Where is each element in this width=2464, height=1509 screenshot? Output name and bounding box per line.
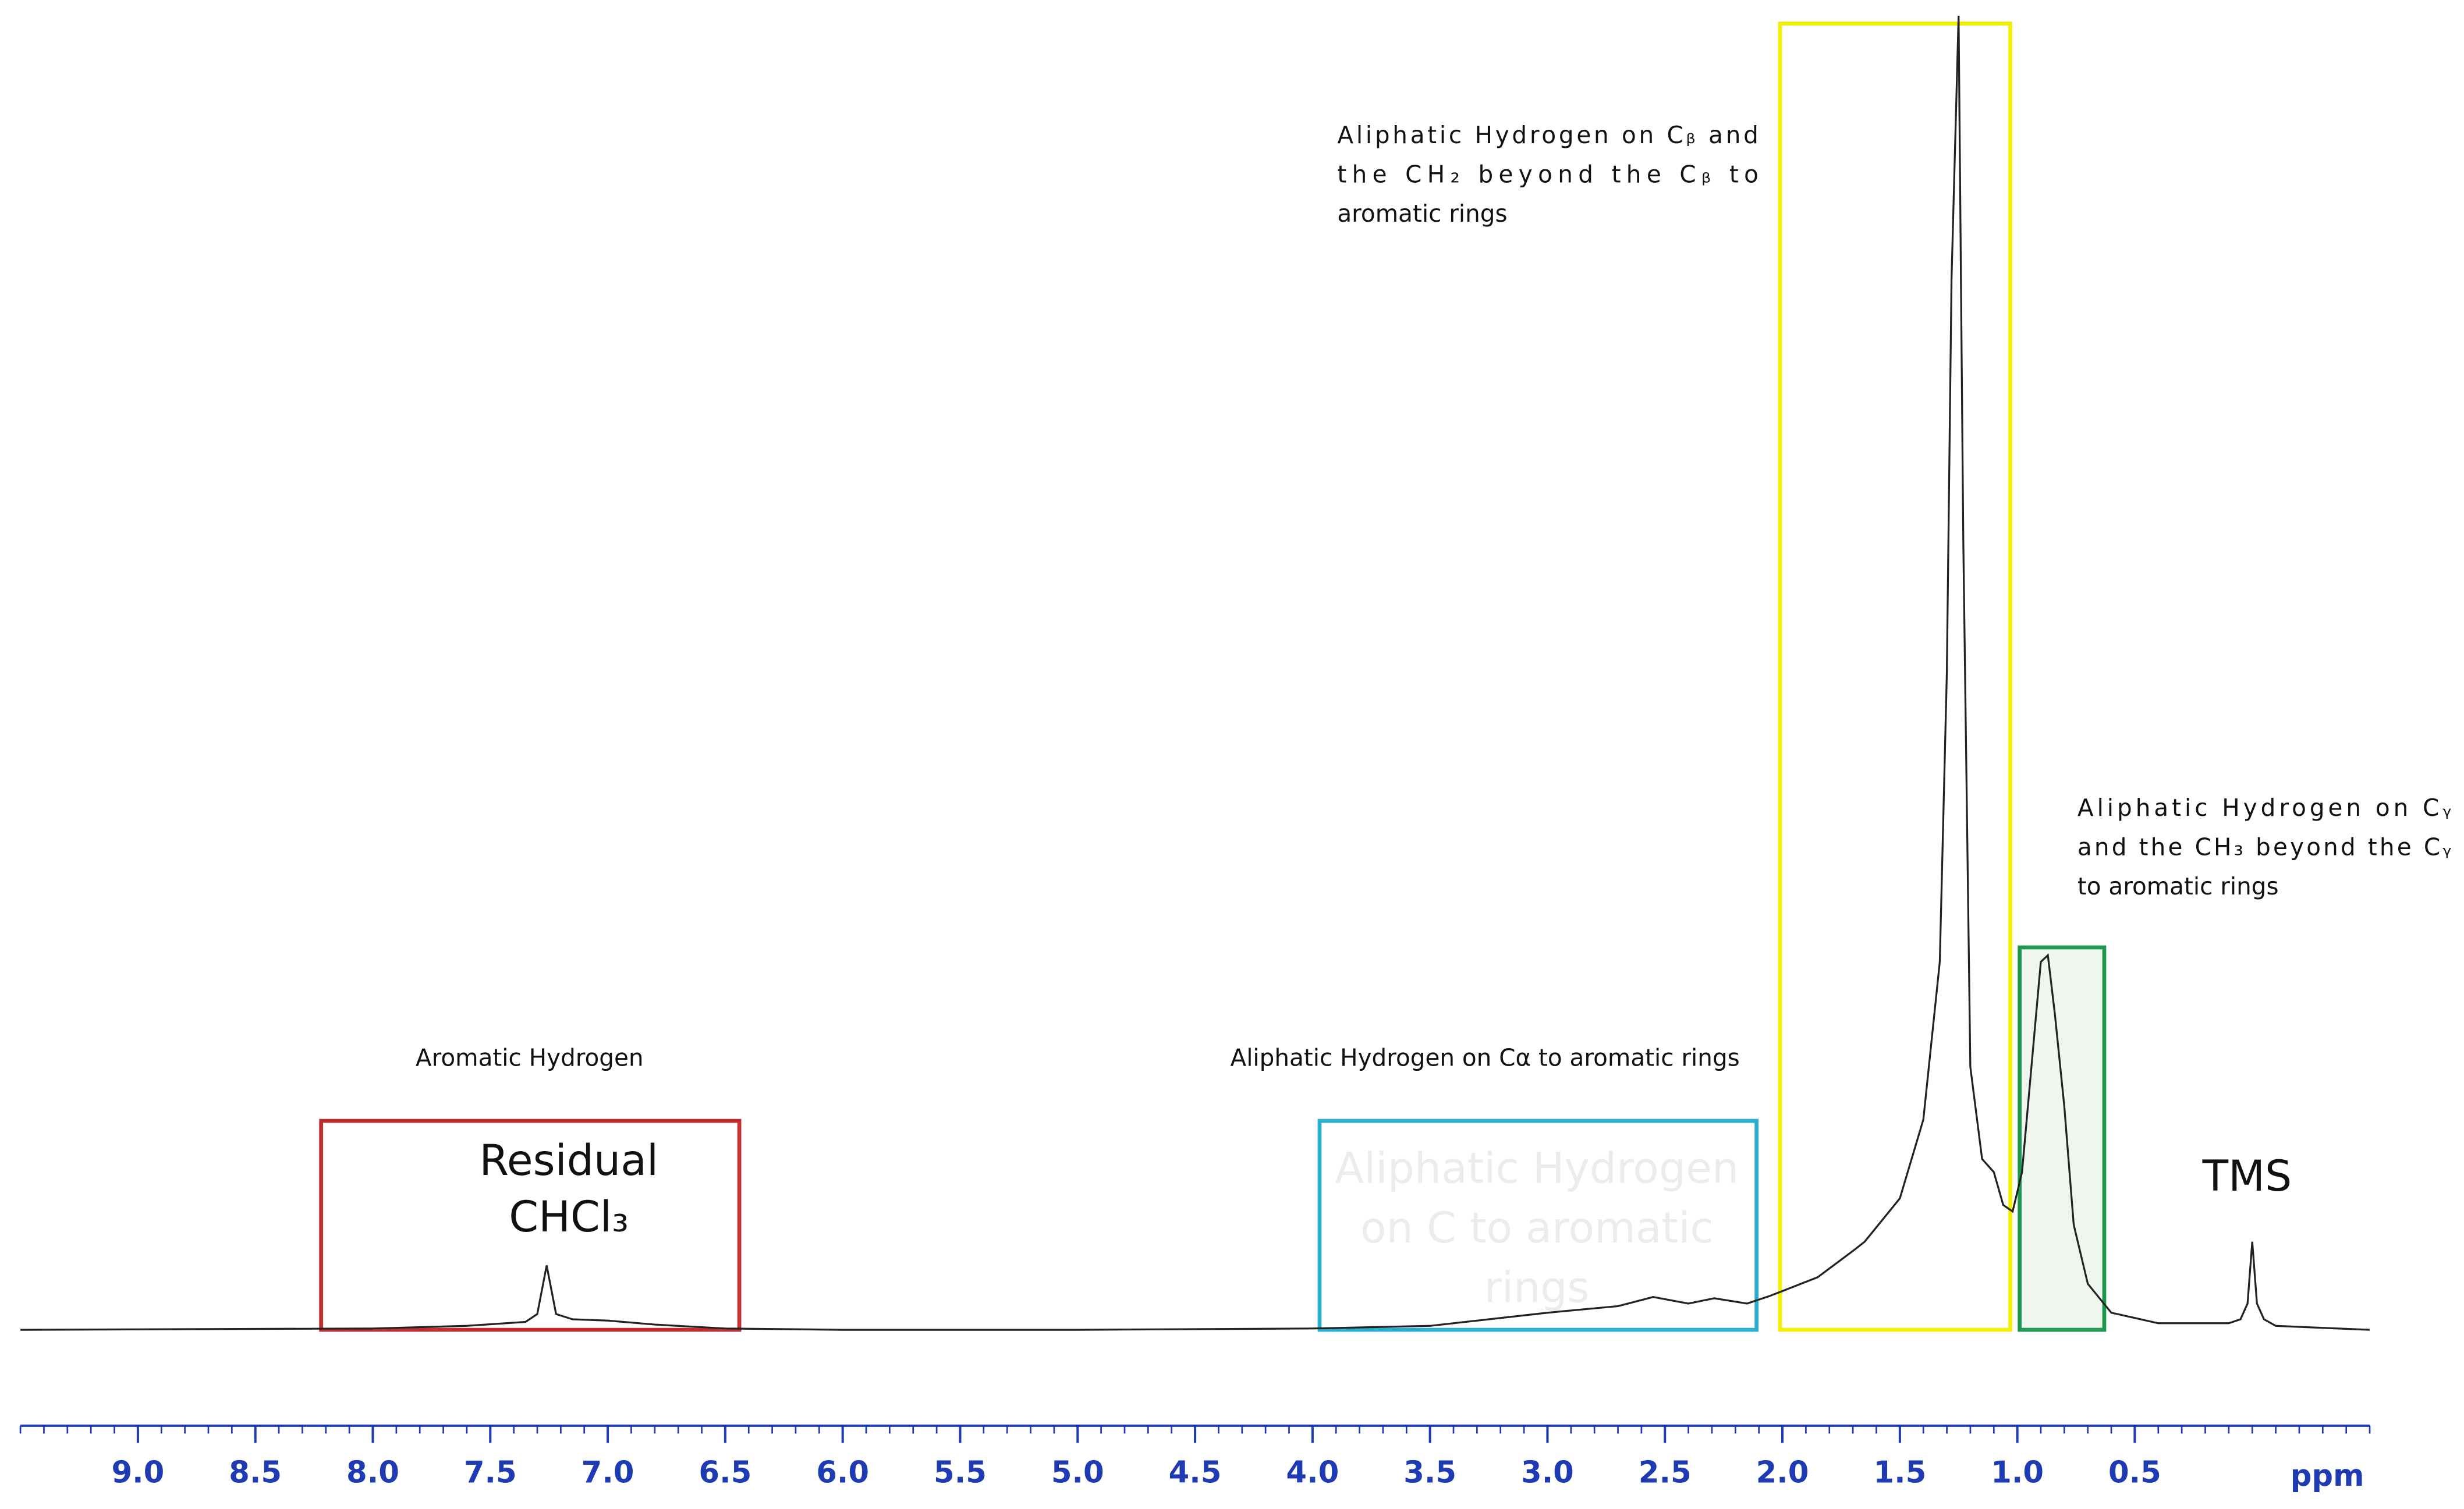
region-box	[1317, 1119, 1759, 1332]
x-tick-label: 9.0	[111, 1455, 164, 1490]
annotation: rings	[1484, 1263, 1590, 1313]
x-tick-label: 2.0	[1756, 1455, 1809, 1490]
annotation: on C to aromatic	[1360, 1203, 1713, 1253]
annotation: Aliphatic Hydrogen on Cᵧ	[2077, 794, 2452, 822]
annotation: Residual	[479, 1136, 658, 1185]
x-tick-label: 3.5	[1403, 1455, 1456, 1490]
annotation: CHCl₃	[509, 1192, 629, 1242]
annotation: and the CH₃ beyond the Cᵧ	[2077, 833, 2452, 861]
x-tick-label: 5.0	[1051, 1455, 1104, 1490]
x-tick-label: 6.5	[699, 1455, 751, 1490]
region-box	[2018, 945, 2107, 1332]
region-box	[319, 1119, 742, 1332]
x-tick-label: 0.5	[2108, 1455, 2161, 1490]
annotation: aromatic rings	[1337, 200, 1507, 228]
x-tick-label: 4.5	[1169, 1455, 1222, 1490]
x-axis-label: ppm	[2291, 1458, 2364, 1493]
x-tick-label: 6.0	[816, 1455, 869, 1490]
x-tick-label: 4.0	[1286, 1455, 1339, 1490]
region-box	[1778, 22, 2012, 1332]
x-tick-label: 8.0	[346, 1455, 399, 1490]
x-tick-label: 5.5	[934, 1455, 987, 1490]
annotation: Aromatic Hydrogen	[416, 1043, 644, 1071]
x-tick-label: 2.5	[1639, 1455, 1692, 1490]
x-tick-label: 3.0	[1521, 1455, 1574, 1490]
x-tick-label: 8.5	[229, 1455, 282, 1490]
x-tick-label: 1.0	[1991, 1455, 2044, 1490]
annotation: Aliphatic Hydrogen on Cᵦ and	[1337, 121, 1758, 149]
x-tick-label: 7.5	[464, 1455, 517, 1490]
annotation: Aliphatic Hydrogen	[1335, 1144, 1739, 1193]
annotation: TMS	[2202, 1152, 2292, 1201]
annotation: the CH₂ beyond the Cᵦ to	[1337, 161, 1758, 189]
x-tick-label: 7.0	[582, 1455, 634, 1490]
spectrum-line	[20, 15, 2370, 1331]
x-tick-label: 1.5	[1873, 1455, 1926, 1490]
annotation: Aliphatic Hydrogen on Cα to aromatic rin…	[1231, 1043, 1740, 1071]
annotation: to aromatic rings	[2077, 872, 2279, 900]
